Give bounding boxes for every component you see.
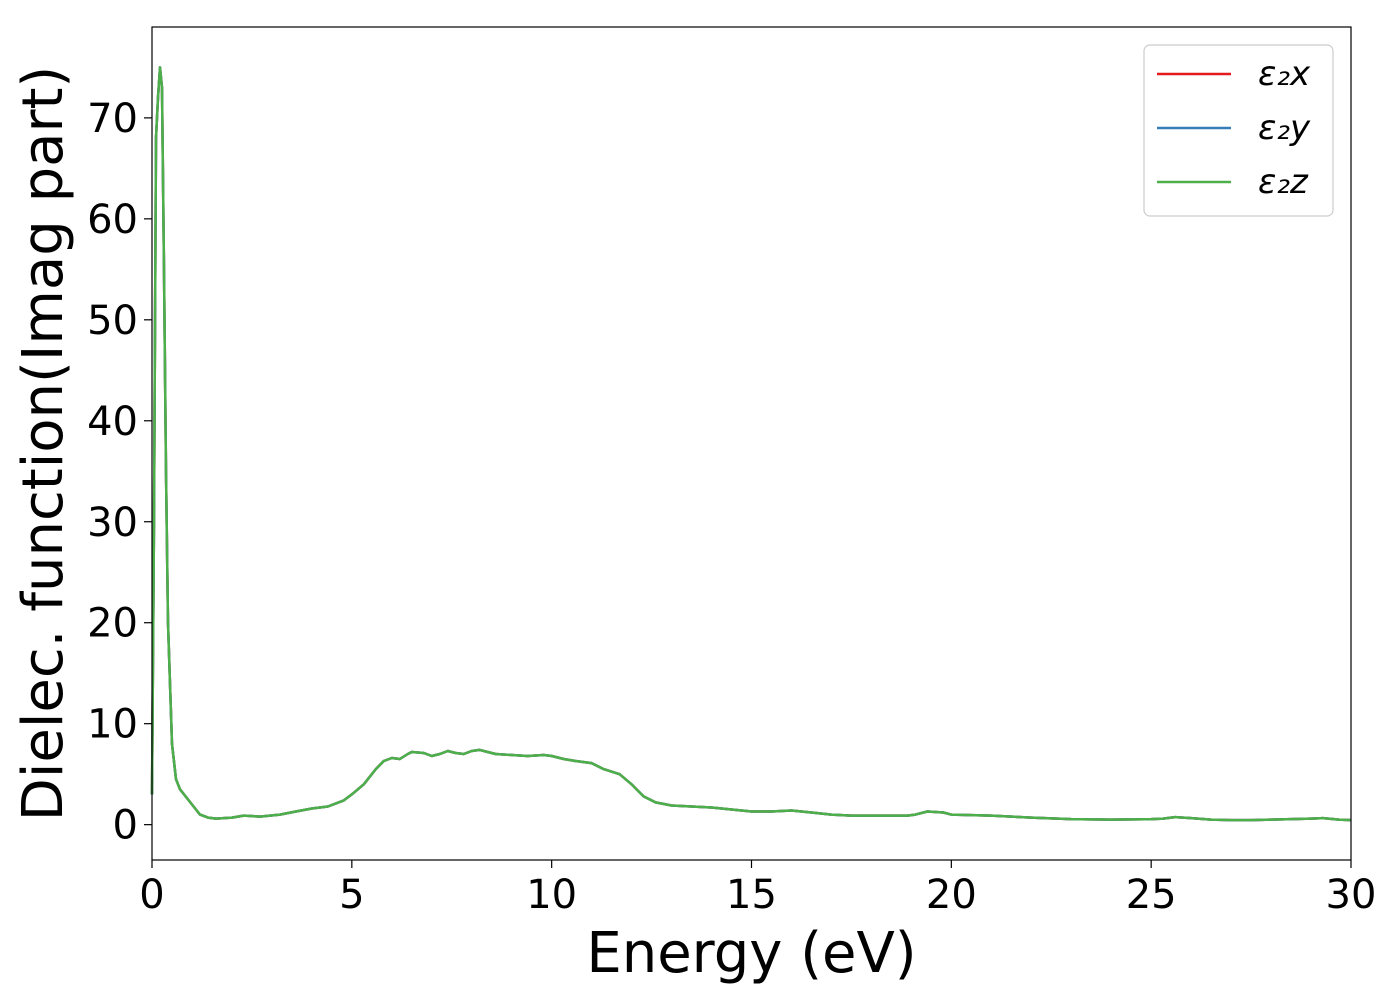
legend: ε₂x ε₂y ε₂z [1144, 45, 1333, 216]
x-tick-label: 20 [926, 872, 977, 918]
y-tick-label: 10 [87, 702, 138, 748]
x-tick-label: 25 [1126, 872, 1177, 918]
y-tick-label: 30 [87, 500, 138, 546]
y-axis: 0 10 20 30 40 50 60 70 [87, 96, 152, 849]
y-tick-label: 50 [87, 298, 138, 344]
y-axis-title: Dielec. function(Imag part) [11, 66, 76, 822]
x-tick-label: 15 [726, 872, 777, 918]
x-tick-label: 5 [339, 872, 364, 918]
y-tick-label: 40 [87, 399, 138, 445]
legend-label: ε₂y [1258, 108, 1311, 148]
y-tick-label: 20 [87, 601, 138, 647]
legend-label: ε₂x [1258, 54, 1311, 94]
x-tick-label: 0 [139, 872, 164, 918]
x-tick-label: 10 [526, 872, 577, 918]
x-axis: 0 5 10 15 20 25 30 [139, 860, 1376, 918]
legend-label: ε₂z [1258, 162, 1309, 202]
x-tick-label: 30 [1326, 872, 1377, 918]
y-tick-label: 60 [87, 197, 138, 243]
y-tick-label: 0 [113, 803, 138, 849]
x-axis-title: Energy (eV) [586, 921, 916, 986]
y-tick-label: 70 [87, 96, 138, 142]
